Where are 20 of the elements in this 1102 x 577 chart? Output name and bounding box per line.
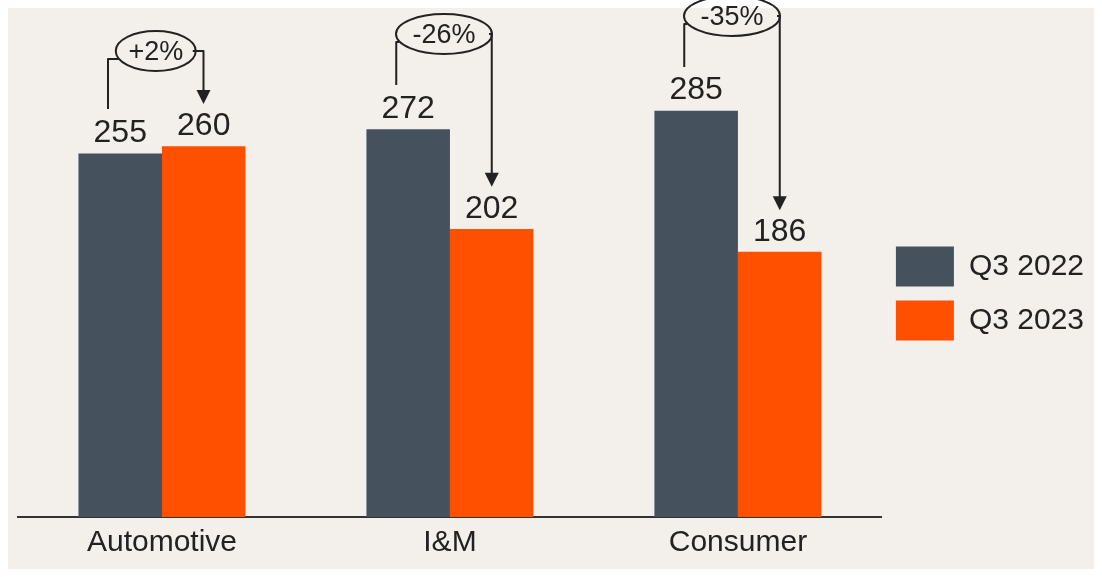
text: -26% (411, 18, 477, 51)
bar (654, 110, 738, 517)
text: -35% (699, 0, 765, 32)
legend-label: Q3 2023 (968, 301, 1084, 335)
bar (78, 153, 162, 517)
data-label: 255 (93, 113, 147, 150)
data-label: 202 (465, 188, 519, 225)
x-tick-label: Automotive (86, 524, 238, 558)
bar (449, 229, 534, 517)
bar (366, 129, 450, 517)
data-label: 272 (381, 89, 435, 126)
text: +2% (127, 35, 185, 68)
bar (737, 251, 822, 517)
data-label: 186 (752, 211, 807, 248)
data-label: 285 (669, 70, 723, 107)
x-tick-label: Consumer (668, 524, 808, 558)
data-label: 260 (177, 106, 231, 143)
legend-label: Q3 2022 (968, 247, 1084, 281)
x-tick-label: I&M (423, 524, 477, 558)
bar (161, 146, 246, 517)
